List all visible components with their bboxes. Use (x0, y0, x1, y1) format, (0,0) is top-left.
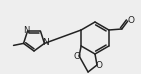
Text: O: O (96, 61, 103, 70)
Text: O: O (128, 15, 135, 24)
Text: N: N (43, 38, 49, 47)
Text: N: N (23, 26, 30, 35)
Text: O: O (73, 52, 80, 61)
